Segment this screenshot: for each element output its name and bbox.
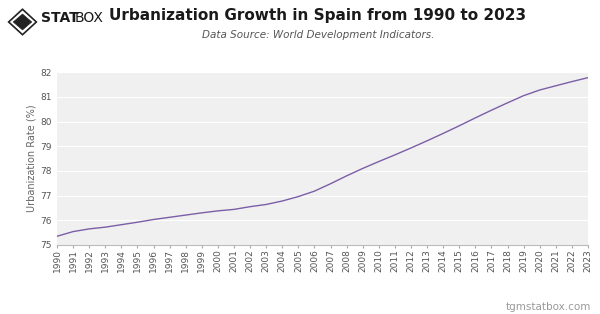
Text: STAT: STAT: [41, 11, 79, 25]
Text: BOX: BOX: [75, 11, 104, 25]
Text: Urbanization Growth in Spain from 1990 to 2023: Urbanization Growth in Spain from 1990 t…: [109, 8, 527, 23]
Y-axis label: Urbanization Rate (%): Urbanization Rate (%): [26, 105, 37, 212]
Polygon shape: [13, 14, 32, 30]
Text: Data Source: World Development Indicators.: Data Source: World Development Indicator…: [202, 30, 434, 40]
Text: tgmstatbox.com: tgmstatbox.com: [506, 302, 591, 312]
